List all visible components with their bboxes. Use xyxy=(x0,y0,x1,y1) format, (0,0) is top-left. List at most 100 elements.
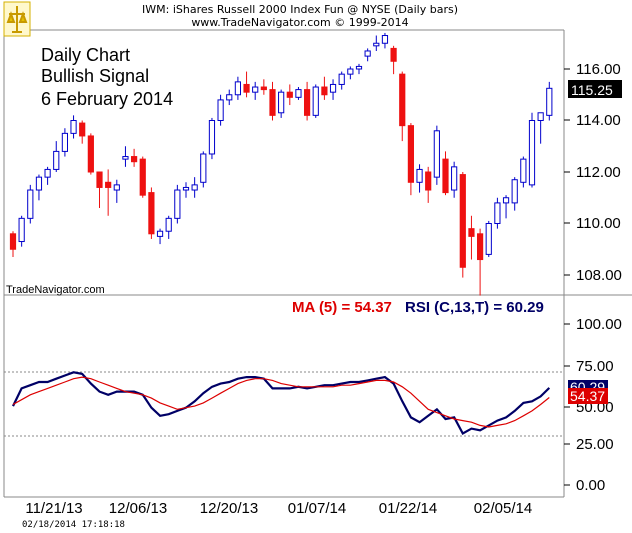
candlestick xyxy=(468,215,475,260)
candle-body xyxy=(243,83,250,93)
price-tick-label: 108.00 xyxy=(576,267,622,284)
candlestick xyxy=(44,166,51,185)
candlestick xyxy=(485,220,492,257)
rsi-tick-label: 25.00 xyxy=(576,436,614,453)
trade-navigator-logo xyxy=(3,1,31,37)
ma-legend: MA (5) = 54.37 xyxy=(292,299,392,316)
candlestick xyxy=(390,45,397,75)
candle-body xyxy=(18,217,25,243)
candlestick xyxy=(304,81,311,121)
candle-body xyxy=(399,73,406,127)
candle-body xyxy=(511,179,518,204)
candlestick xyxy=(537,112,544,144)
rsi-legend: RSI (C,13,T) = 60.29 xyxy=(405,299,544,316)
candle-body xyxy=(286,91,293,98)
candlestick xyxy=(53,141,60,172)
date-tick-label: 01/22/14 xyxy=(379,500,437,517)
candle-body xyxy=(234,81,242,96)
last-price-label: 115.25 xyxy=(571,82,613,98)
candle-body xyxy=(44,168,51,178)
candlestick xyxy=(425,166,432,203)
candlestick xyxy=(174,184,181,224)
candle-body xyxy=(131,156,138,163)
candle-body xyxy=(139,158,146,196)
candlestick xyxy=(139,156,146,198)
candle-body xyxy=(295,89,302,98)
candle-body xyxy=(269,89,276,116)
candle-body xyxy=(226,94,233,101)
candlestick xyxy=(459,172,466,278)
candle-body xyxy=(416,168,423,183)
candlestick xyxy=(148,187,155,239)
candle-body xyxy=(502,197,510,204)
price-tick-label: 116.00 xyxy=(576,61,621,78)
candle-body xyxy=(373,42,380,47)
candle-body xyxy=(364,50,371,57)
candlestick xyxy=(278,89,285,118)
candle-body xyxy=(105,181,112,188)
candlestick xyxy=(347,66,354,80)
price-tick-label: 112.00 xyxy=(576,164,621,181)
candlestick xyxy=(355,63,363,75)
candle-body xyxy=(27,189,34,219)
candle-body xyxy=(338,73,345,85)
timestamp: 02/18/2014 17:18:18 xyxy=(22,520,125,530)
candle-body xyxy=(381,35,389,44)
ma-value-label: 54.37 xyxy=(570,388,605,404)
candlestick xyxy=(18,215,25,247)
annotation-line-2: Bullish Signal xyxy=(41,66,149,86)
date-tick-label: 02/05/14 xyxy=(474,500,532,517)
candlestick xyxy=(329,79,337,100)
candlestick xyxy=(269,81,276,121)
candlestick xyxy=(79,120,86,144)
candlestick xyxy=(70,115,77,139)
candle-body xyxy=(537,112,544,122)
chart-header-subtitle: www.TradeNavigator.com © 1999-2014 xyxy=(191,16,408,29)
rsi-tick-label: 100.00 xyxy=(576,316,622,333)
price-axis: 116.00 114.00 112.00 110.00 108.00 xyxy=(564,61,622,284)
candlestick xyxy=(217,94,224,126)
candlestick xyxy=(234,76,242,100)
candle-body xyxy=(200,153,207,183)
candlestick xyxy=(131,148,138,167)
candle-body xyxy=(468,228,475,237)
candle-body xyxy=(208,120,216,155)
candle-body xyxy=(79,122,86,137)
candlestick xyxy=(381,32,389,49)
candlestick xyxy=(260,79,267,95)
candlestick xyxy=(494,197,501,229)
candle-body xyxy=(459,174,466,268)
candle-body xyxy=(174,189,181,219)
candlestick xyxy=(243,71,250,98)
candlestick xyxy=(208,117,216,160)
candles xyxy=(9,32,553,296)
watermark: TradeNavigator.com xyxy=(6,284,105,296)
candlestick xyxy=(546,81,553,121)
candlestick xyxy=(122,146,129,167)
candle-body xyxy=(433,130,440,178)
candle-body xyxy=(528,120,536,186)
candlestick xyxy=(416,164,423,193)
candlestick xyxy=(286,84,293,106)
candle-body xyxy=(191,184,198,191)
candlestick xyxy=(226,89,233,106)
candlestick xyxy=(364,48,371,62)
candle-body xyxy=(182,186,190,191)
ma-value-tag xyxy=(568,388,608,404)
candlestick xyxy=(399,71,406,142)
candle-body xyxy=(321,86,328,96)
price-tick-label: 114.00 xyxy=(576,112,621,129)
candle-body xyxy=(485,223,492,255)
rsi-line xyxy=(12,371,551,436)
candlestick xyxy=(191,177,198,198)
candlestick xyxy=(477,228,484,296)
candlestick xyxy=(528,112,536,188)
candle-body xyxy=(329,83,337,93)
candle-body xyxy=(165,217,172,232)
candle-body xyxy=(442,158,449,194)
rsi-axis: 100.00 75.00 50.00 25.00 0.00 xyxy=(564,316,622,494)
candlestick xyxy=(373,35,380,51)
candle-body xyxy=(9,233,17,250)
candlestick xyxy=(9,231,17,257)
